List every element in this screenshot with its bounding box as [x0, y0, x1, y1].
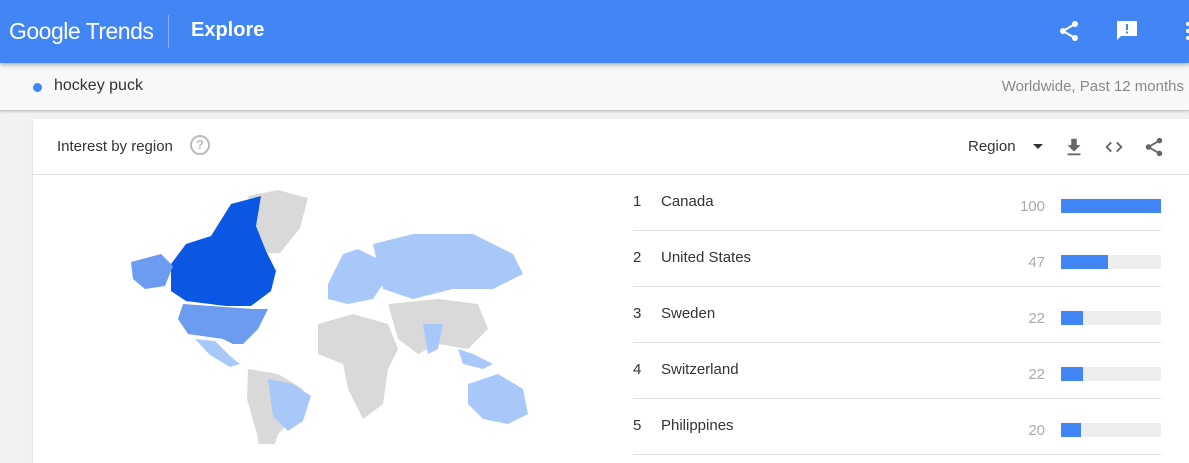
card-header: Interest by region ? Region — [33, 119, 1189, 175]
value-bar — [1061, 311, 1161, 325]
page-title: Explore — [191, 19, 265, 41]
help-icon[interactable]: ? — [190, 135, 210, 155]
top-bar: Google Trends Explore — [0, 0, 1189, 63]
map-alaska[interactable] — [131, 254, 173, 289]
search-term-bar: hockey puck Worldwide, Past 12 months — [0, 63, 1189, 111]
value-bar-fill — [1061, 311, 1083, 325]
region-row[interactable]: 5 Philippines 20 — [633, 399, 1161, 455]
region-value: 22 — [1028, 310, 1045, 327]
divider — [168, 15, 169, 48]
chevron-down-icon[interactable] — [1033, 144, 1043, 149]
map-greenland[interactable] — [248, 190, 308, 253]
interest-by-region-card: Interest by region ? Region 1 Canada 100… — [33, 119, 1189, 463]
search-term[interactable]: hockey puck — [54, 77, 143, 94]
region-rank: 1 — [633, 193, 642, 210]
map-russia[interactable] — [373, 234, 523, 299]
region-row[interactable]: 1 Canada 100 — [633, 175, 1161, 231]
map-europe[interactable] — [328, 249, 383, 304]
value-bar-fill — [1061, 367, 1083, 381]
map-mexico[interactable] — [195, 339, 240, 367]
region-name[interactable]: Canada — [661, 193, 714, 210]
region-value: 47 — [1028, 254, 1045, 271]
share-icon[interactable] — [1143, 136, 1165, 158]
feedback-icon[interactable] — [1115, 19, 1139, 43]
map-usa[interactable] — [178, 304, 268, 344]
region-rank: 3 — [633, 305, 642, 322]
region-row[interactable]: 2 United States 47 — [633, 231, 1161, 287]
region-row[interactable]: 4 Switzerland 22 — [633, 343, 1161, 399]
value-bar-fill — [1061, 255, 1108, 269]
region-rank: 4 — [633, 361, 642, 378]
map-india[interactable] — [423, 324, 443, 354]
scope-label: Worldwide, Past 12 months — [1001, 78, 1184, 95]
share-icon[interactable] — [1057, 19, 1081, 43]
value-bar — [1061, 199, 1161, 213]
download-icon[interactable] — [1063, 136, 1085, 158]
value-bar — [1061, 423, 1161, 437]
value-bar-fill — [1061, 199, 1161, 213]
world-map[interactable] — [123, 184, 543, 444]
map-australia[interactable] — [468, 374, 528, 424]
map-canada[interactable] — [171, 196, 276, 306]
google-trends-logo[interactable]: Google Trends — [9, 18, 154, 44]
value-bar-fill — [1061, 423, 1081, 437]
map-brazil[interactable] — [268, 379, 311, 431]
map-southeast-asia[interactable] — [458, 349, 493, 369]
region-name[interactable]: Switzerland — [661, 361, 739, 378]
region-rank: 5 — [633, 417, 642, 434]
card-title: Interest by region — [57, 138, 173, 155]
term-color-dot — [33, 83, 42, 92]
region-value: 100 — [1019, 198, 1045, 215]
embed-icon[interactable] — [1103, 136, 1125, 158]
region-name[interactable]: United States — [661, 249, 752, 266]
more-icon[interactable] — [1176, 19, 1189, 43]
region-row[interactable]: 3 Sweden 22 — [633, 287, 1161, 343]
region-name[interactable]: Philippines — [661, 417, 734, 434]
region-name[interactable]: Sweden — [661, 305, 716, 322]
region-rank: 2 — [633, 249, 642, 266]
map-africa[interactable] — [318, 314, 398, 419]
region-value: 22 — [1028, 366, 1045, 383]
value-bar — [1061, 367, 1161, 381]
resolution-select[interactable]: Region — [968, 138, 1016, 155]
value-bar — [1061, 255, 1161, 269]
region-value: 20 — [1028, 422, 1045, 439]
